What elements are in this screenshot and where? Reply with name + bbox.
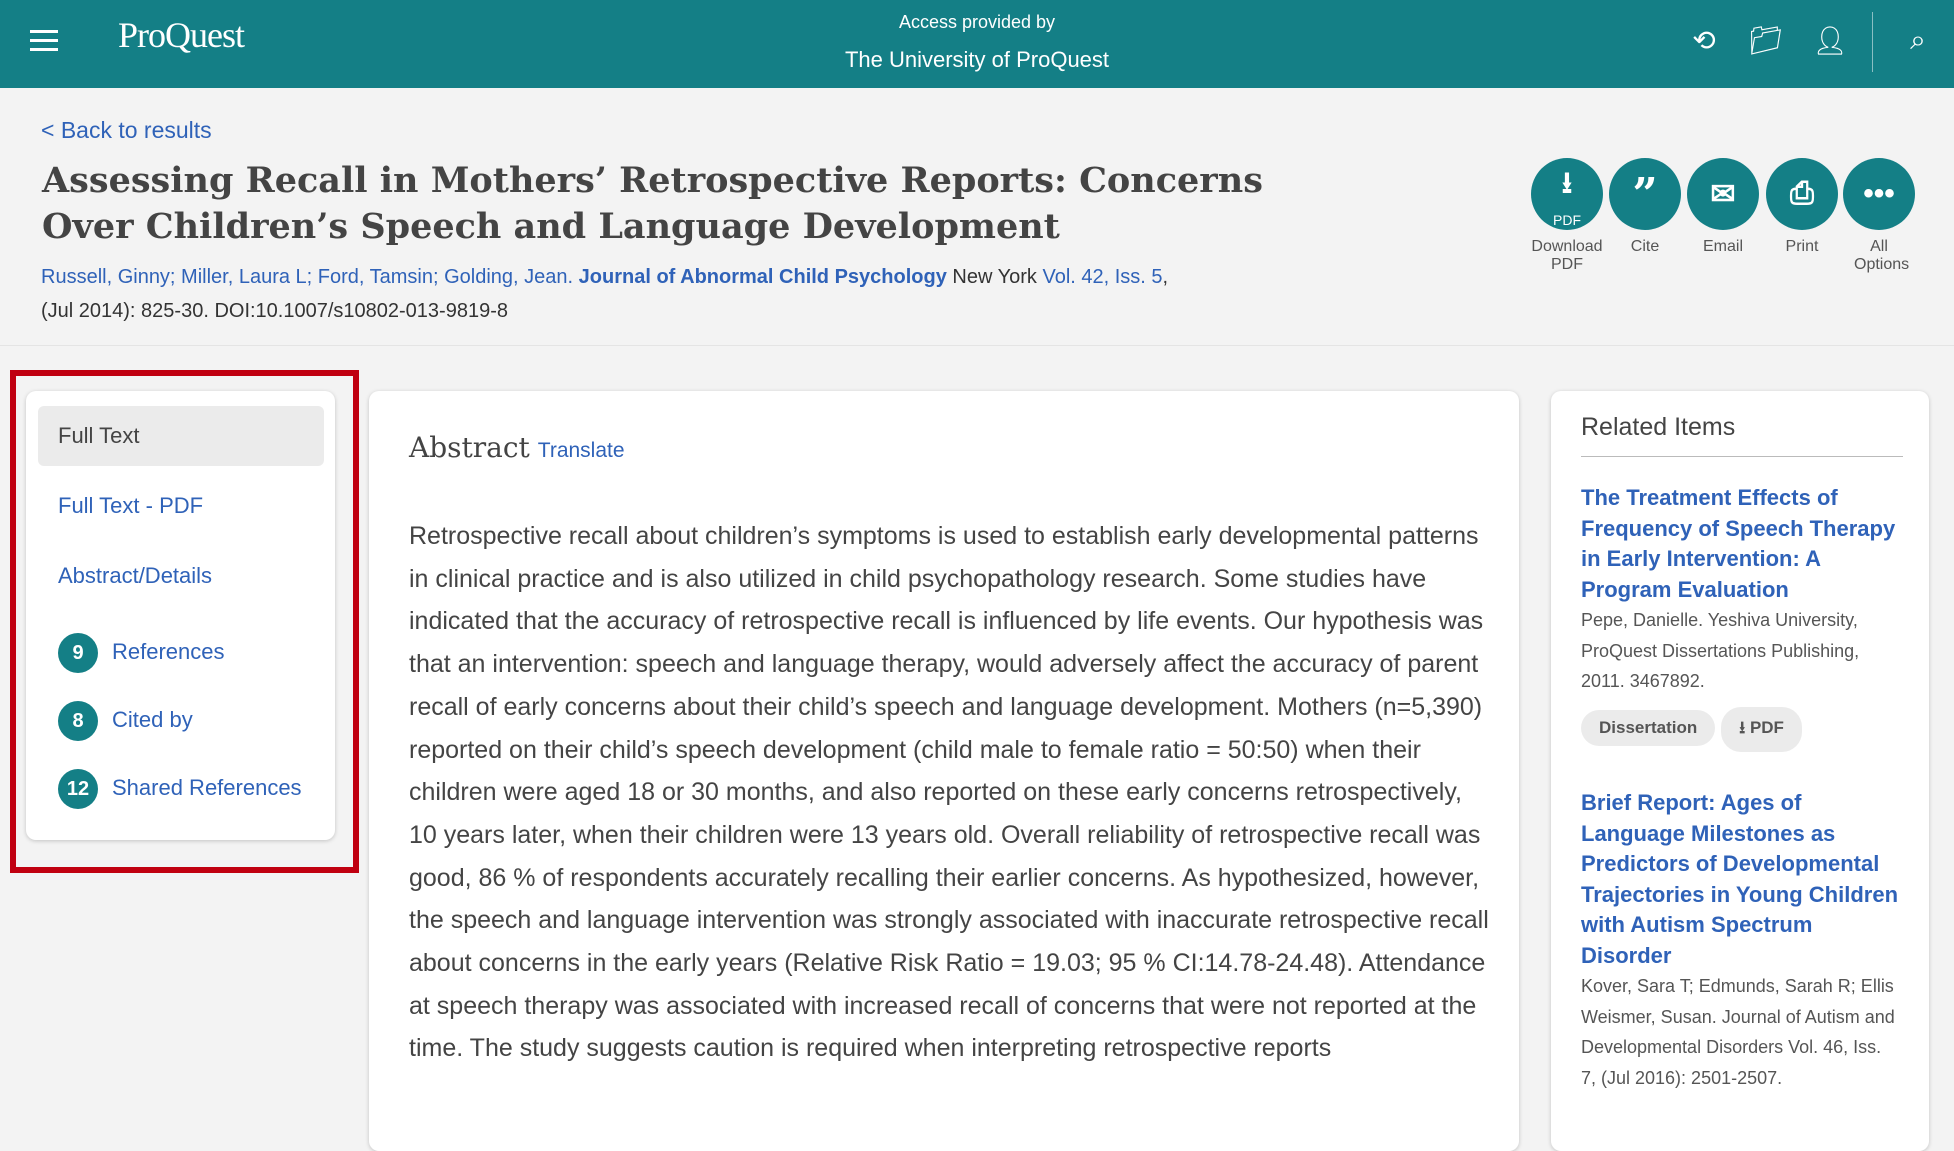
journal-link[interactable]: Journal of Abnormal Child Psychology [578,266,947,288]
folder-icon[interactable]: 📁︎ [1748,25,1784,56]
print-button[interactable]: ⎙ Print [1762,158,1842,256]
article-citation: Russell, Ginny; Miller, Laura L; Ford, T… [41,260,1341,328]
translate-link[interactable]: Translate [537,439,625,462]
cite-button[interactable]: ” Cite [1605,158,1685,256]
pdf-chip[interactable]: ⭳ PDF [1721,706,1802,752]
search-icon[interactable]: ⌕ [1910,24,1926,55]
shared-references-label: Shared References [112,775,302,800]
all-options-label: All Options [1854,238,1910,273]
volume-link[interactable]: Vol. 42, Iss. 5 [1042,266,1163,288]
print-label: Print [1785,238,1819,255]
document-nav: Full Text Full Text - PDF Abstract/Detai… [26,391,335,840]
cited-by-count-badge: 8 [58,701,98,742]
related-items-heading: Related Items [1581,413,1903,457]
all-options-button[interactable]: ••• All Options [1839,158,1919,274]
download-icon: ⭳ [1739,717,1750,737]
related-item-title-link[interactable]: Brief Report: Ages of Language Milestone… [1581,790,1899,968]
nav-full-text-pdf[interactable]: Full Text - PDF [58,493,204,518]
cite-label: Cite [1630,238,1660,255]
institution-name: The University of ProQuest [844,47,1110,72]
comma: , [1162,266,1169,288]
back-to-results-link[interactable]: < Back to results [41,117,212,143]
abstract-text: Retrospective recall about children’s sy… [409,522,1489,1063]
related-item-details: Kover, Sara T; Edmunds, Sarah R; Ellis W… [1581,976,1895,1088]
authors-link[interactable]: Russell, Ginny; Miller, Laura L; Ford, T… [41,266,574,288]
email-label: Email [1702,238,1743,255]
header-divider [1872,12,1873,72]
article-title: Assessing Recall in Mothers’ Retrospecti… [42,160,1263,247]
email-button[interactable]: ✉ Email [1683,158,1763,256]
related-item: Brief Report: Ages of Language Milestone… [1581,788,1901,1093]
top-header: ProQuest Access provided by The Universi… [0,0,1954,88]
download-pdf-button[interactable]: ⭳ PDF Download PDF [1527,158,1607,274]
cited-by-label: Cited by [112,707,193,732]
download-pdf-label: Download PDF [1531,238,1603,273]
publication-place: New York [952,266,1037,288]
related-item-details: Pepe, Danielle. Yeshiva University, ProQ… [1581,610,1860,691]
pdf-chip-label: PDF [1749,717,1784,737]
nav-references[interactable]: 9 References [38,622,324,682]
user-icon[interactable]: 👤︎ [1812,25,1848,56]
dissertation-chip[interactable]: Dissertation [1581,709,1716,746]
related-item: The Treatment Effects of Frequency of Sp… [1581,483,1901,752]
nav-shared-references[interactable]: 12 Shared References [38,758,324,818]
menu-icon[interactable] [30,30,58,57]
nav-full-text[interactable]: Full Text [38,406,324,466]
citation-details: (Jul 2014): 825-30. DOI:10.1007/s10802-0… [41,300,508,322]
nav-abstract-details[interactable]: Abstract/Details [58,563,213,588]
envelope-icon: ✉ [1687,158,1759,230]
related-items-panel: Related Items The Treatment Effects of F… [1551,391,1929,1151]
highlight-box [10,370,359,873]
access-label: Access provided by [898,12,1056,32]
abstract-panel: Abstract Translate Retrospective recall a… [369,391,1519,1151]
printer-icon: ⎙ [1766,158,1838,230]
nav-cited-by[interactable]: 8 Cited by [38,690,324,750]
abstract-title: Abstract [409,431,530,464]
references-label: References [112,639,225,664]
abstract-heading: Abstract Translate [409,431,625,464]
quote-icon: ” [1609,158,1681,230]
references-count-badge: 9 [58,633,98,674]
download-pdf-icon: ⭳ PDF [1531,158,1603,230]
history-icon[interactable]: ⟲ [1692,25,1716,56]
related-item-title-link[interactable]: The Treatment Effects of Frequency of Sp… [1581,485,1896,602]
more-icon: ••• [1843,158,1915,230]
shared-references-count-badge: 12 [58,769,98,810]
proquest-logo[interactable]: ProQuest [118,15,245,55]
header-divider-line [0,345,1954,346]
